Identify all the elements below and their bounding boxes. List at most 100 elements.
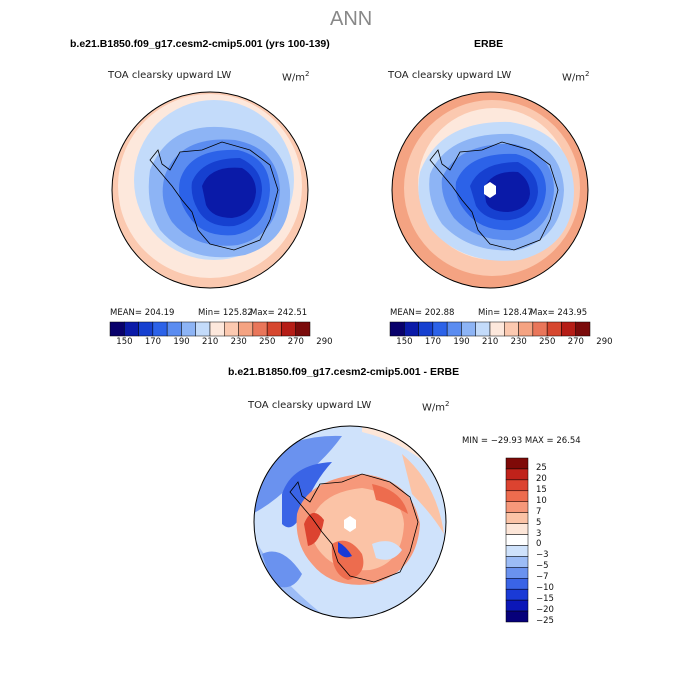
colorbar-swatch bbox=[532, 321, 548, 337]
colorbar-swatch bbox=[518, 321, 534, 337]
figure-title: ANN bbox=[330, 8, 373, 30]
model-mean: MEAN= 204.19 bbox=[110, 308, 175, 318]
diff-map-border bbox=[253, 425, 447, 619]
diff-colorbar-ticks: 25 20 15 10 7 5 3 0 −3 −5 −7 −10 −15 −20 −25 bbox=[536, 458, 566, 626]
colorbar-tick-label: 210 bbox=[482, 337, 499, 347]
colorbar-tick-label: 170 bbox=[424, 337, 442, 347]
diff-case-title: b.e21.B1850.f09_g17.cesm2-cmip5.001 - ER… bbox=[228, 366, 460, 378]
colorbar-tick-label: 230 bbox=[510, 337, 527, 347]
colorbar-swatch bbox=[224, 321, 239, 337]
colorbar-tick-label: −10 bbox=[536, 583, 554, 594]
colorbar-swatch bbox=[505, 556, 529, 568]
diff-colorbar bbox=[505, 457, 529, 623]
colorbar-tick-label: −5 bbox=[536, 561, 549, 572]
diff-units-label: W/m2 bbox=[422, 400, 450, 414]
obs-min: Min= 128.47 bbox=[478, 308, 533, 318]
colorbar-swatch bbox=[138, 321, 154, 337]
model-variable-label: TOA clearsky upward LW bbox=[108, 70, 232, 81]
diff-polar-map bbox=[253, 425, 447, 619]
colorbar-swatch bbox=[404, 321, 419, 337]
colorbar-swatch bbox=[561, 321, 576, 337]
colorbar-swatch bbox=[152, 321, 168, 337]
obs-units-label: W/m2 bbox=[562, 70, 590, 84]
colorbar-swatch bbox=[505, 588, 529, 601]
colorbar-swatch bbox=[389, 321, 405, 337]
colorbar-swatch bbox=[505, 578, 529, 590]
colorbar-swatch bbox=[489, 321, 505, 337]
obs-coastline bbox=[429, 141, 559, 251]
colorbar-swatch bbox=[505, 490, 529, 502]
colorbar-swatch bbox=[505, 512, 529, 524]
colorbar-tick-label: 250 bbox=[539, 337, 556, 347]
colorbar-swatch bbox=[181, 321, 196, 337]
obs-max: Max= 243.95 bbox=[530, 308, 588, 318]
colorbar-swatch bbox=[109, 321, 125, 337]
model-min: Min= 125.82 bbox=[198, 308, 253, 318]
colorbar-swatch bbox=[505, 468, 529, 481]
colorbar-tick-label: 290 bbox=[596, 337, 613, 347]
colorbar-swatch bbox=[281, 321, 296, 337]
colorbar-swatch bbox=[252, 321, 268, 337]
colorbar-swatch bbox=[546, 321, 562, 337]
obs-mean: MEAN= 202.88 bbox=[390, 308, 455, 318]
colorbar-swatch bbox=[505, 567, 529, 579]
colorbar-swatch bbox=[432, 321, 448, 337]
colorbar-tick-label: 20 bbox=[536, 473, 547, 484]
colorbar-tick-label: 25 bbox=[536, 462, 547, 473]
colorbar-swatch bbox=[209, 321, 225, 337]
colorbar-tick-label: 10 bbox=[536, 495, 547, 506]
model-max: Max= 242.51 bbox=[250, 308, 308, 318]
colorbar-swatch bbox=[295, 321, 311, 337]
colorbar-tick-label: 15 bbox=[536, 484, 547, 495]
colorbar-swatch bbox=[461, 321, 476, 337]
colorbar-tick-label: 270 bbox=[567, 337, 584, 347]
colorbar-tick-label: 210 bbox=[202, 337, 219, 347]
colorbar-swatch bbox=[195, 321, 211, 337]
colorbar-swatch bbox=[166, 321, 182, 337]
colorbar-swatch bbox=[505, 523, 529, 535]
colorbar-tick-label: −25 bbox=[536, 616, 554, 626]
obs-colorbar-ticks: 150 170 190 210 230 250 270 290 bbox=[390, 337, 612, 349]
colorbar-swatch bbox=[575, 321, 591, 337]
colorbar-tick-label: 0 bbox=[536, 539, 542, 550]
obs-case-title: ERBE bbox=[474, 38, 504, 50]
colorbar-tick-label: −20 bbox=[536, 605, 554, 616]
colorbar-swatch bbox=[238, 321, 254, 337]
colorbar-tick-label: 150 bbox=[396, 337, 413, 347]
colorbar-tick-label: −15 bbox=[536, 594, 554, 605]
colorbar-swatch bbox=[505, 457, 529, 470]
colorbar-swatch bbox=[124, 321, 139, 337]
colorbar-swatch bbox=[446, 321, 462, 337]
model-coastline bbox=[149, 141, 279, 251]
obs-variable-label: TOA clearsky upward LW bbox=[388, 70, 512, 81]
diff-min-max: MIN = −29.93 MAX = 26.54 bbox=[462, 436, 581, 446]
obs-polar-map bbox=[391, 91, 589, 289]
model-case-title: b.e21.B1850.f09_g17.cesm2-cmip5.001 (yrs… bbox=[70, 38, 330, 50]
colorbar-tick-label: 5 bbox=[536, 517, 542, 528]
colorbar-swatch bbox=[505, 534, 529, 546]
model-polar-map bbox=[111, 91, 309, 289]
colorbar-tick-label: 190 bbox=[173, 337, 190, 347]
colorbar-swatch bbox=[505, 599, 529, 612]
colorbar-swatch bbox=[266, 321, 282, 337]
diff-coastline bbox=[289, 473, 419, 583]
colorbar-swatch bbox=[505, 501, 529, 513]
colorbar-tick-label: −7 bbox=[536, 572, 549, 583]
colorbar-tick-label: 290 bbox=[316, 337, 333, 347]
model-colorbar-ticks: 150 170 190 210 230 250 270 290 bbox=[110, 337, 332, 349]
colorbar-swatch bbox=[475, 321, 491, 337]
model-map-border bbox=[111, 91, 309, 289]
obs-map-border bbox=[391, 91, 589, 289]
colorbar-swatch bbox=[505, 610, 529, 623]
colorbar-tick-label: 250 bbox=[259, 337, 276, 347]
colorbar-swatch bbox=[505, 479, 529, 492]
colorbar-swatch bbox=[418, 321, 434, 337]
obs-colorbar bbox=[389, 321, 591, 337]
colorbar-swatch bbox=[504, 321, 519, 337]
colorbar-tick-label: 190 bbox=[453, 337, 470, 347]
colorbar-tick-label: −3 bbox=[536, 550, 549, 561]
model-colorbar bbox=[109, 321, 311, 337]
colorbar-tick-label: 150 bbox=[116, 337, 133, 347]
model-units-label: W/m2 bbox=[282, 70, 310, 84]
diff-variable-label: TOA clearsky upward LW bbox=[248, 400, 372, 411]
